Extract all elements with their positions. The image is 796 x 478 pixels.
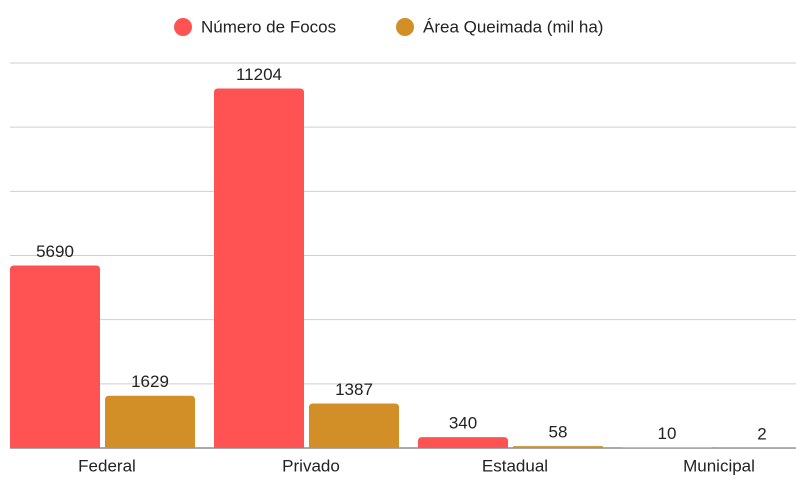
bar [513,446,603,448]
legend-marker [174,18,192,36]
data-label: 10 [658,424,677,443]
x-tick-label: Estadual [482,456,548,475]
legend-marker [396,18,414,36]
data-label: 1629 [131,372,169,391]
data-label: 5690 [36,242,74,261]
x-tick-label: Privado [282,456,340,475]
x-tick-label: Municipal [683,456,755,475]
data-label: 11204 [236,65,282,84]
data-label: 2 [757,424,766,443]
legend-label: Área Queimada (mil ha) [423,17,603,36]
bar [105,395,195,448]
legend-label: Número de Focos [201,17,336,36]
x-tick-label: Federal [78,456,136,475]
bar [214,88,304,448]
bar [309,403,399,448]
bar [418,437,508,448]
data-label: 1387 [335,380,373,399]
bar [10,265,100,448]
data-label: 58 [549,423,568,442]
data-label: 340 [449,414,477,433]
